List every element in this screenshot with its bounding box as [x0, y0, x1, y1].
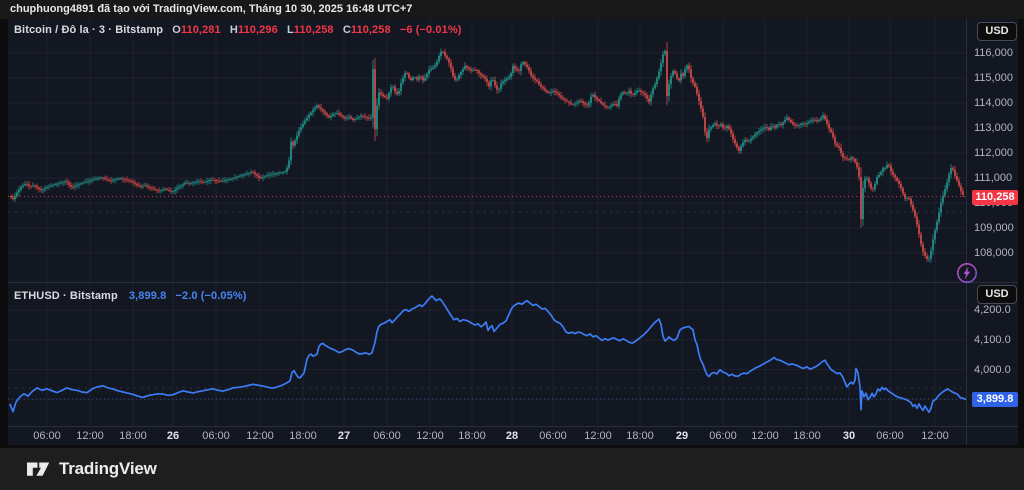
time-axis-label: 27 [337, 430, 351, 442]
btc-high-value: 110,296 [237, 24, 278, 36]
btc-change: −6 (−0.01%) [399, 24, 462, 36]
btc-legend: Bitcoin / Đô la · 3 · Bitstamp O110,281 … [14, 24, 462, 36]
eth-symbol-title: ETHUSD · Bitstamp [14, 290, 118, 302]
price-axis-separator [966, 19, 967, 445]
boost-bolt-icon[interactable] [955, 261, 979, 285]
time-axis-label: 18:00 [458, 430, 486, 442]
btc-low-value: 110,258 [293, 24, 334, 36]
time-axis-label: 06:00 [373, 430, 401, 442]
time-axis-label: 06:00 [33, 430, 61, 442]
time-axis-label: 12:00 [246, 430, 274, 442]
time-axis-label: 12:00 [416, 430, 444, 442]
chart-background[interactable] [8, 19, 1018, 445]
eth-currency-button[interactable]: USD [977, 285, 1017, 304]
eth-axis-label: 4,000.0 [974, 363, 1011, 376]
time-axis-label: 18:00 [793, 430, 821, 442]
btc-high-label: H [229, 24, 238, 36]
btc-axis-label: 114,000 [974, 97, 1013, 109]
eth-price-badge: 3,899.8 [972, 392, 1018, 407]
panel-separator[interactable] [8, 282, 1018, 283]
time-axis-label: 18:00 [626, 430, 654, 442]
btc-axis-label: 113,000 [974, 122, 1013, 134]
attribution-bar: chuphuong4891 đã tạo với TradingView.com… [0, 0, 1024, 19]
btc-axis-label: 112,000 [974, 147, 1013, 159]
btc-axis-label: 116,000 [974, 47, 1013, 59]
time-axis-label: 12:00 [921, 430, 949, 442]
tradingview-logo-icon[interactable] [26, 459, 51, 479]
btc-price-badge: 110,258 [972, 190, 1018, 205]
eth-axis-label: 4,200.0 [974, 304, 1011, 317]
time-axis-label: 06:00 [202, 430, 230, 442]
eth-change: −2.0 (−0.05%) [175, 290, 247, 302]
time-axis-separator [8, 426, 1018, 427]
btc-close-value: 110,258 [350, 24, 391, 36]
time-axis-label: 06:00 [539, 430, 567, 442]
time-axis-label: 06:00 [876, 430, 904, 442]
attribution-text: chuphuong4891 đã tạo với TradingView.com… [10, 3, 413, 15]
btc-symbol-title: Bitcoin / Đô la · 3 · Bitstamp [14, 24, 164, 36]
eth-legend: ETHUSD · Bitstamp 3,899.8 −2.0 (−0.05%) [14, 290, 247, 302]
btc-open-label: O [172, 24, 181, 36]
eth-axis-label: 4,100.0 [974, 333, 1011, 346]
time-axis-label: 26 [166, 430, 180, 442]
footer-bar: TradingView [0, 448, 1024, 490]
time-axis-label: 06:00 [709, 430, 737, 442]
time-axis-label: 12:00 [584, 430, 612, 442]
btc-low-label: L [286, 24, 294, 36]
eth-last-value: 3,899.8 [128, 290, 167, 302]
time-axis-label: 28 [505, 430, 519, 442]
btc-open-value: 110,281 [180, 24, 221, 36]
time-axis-label: 18:00 [289, 430, 317, 442]
btc-axis-label: 111,000 [974, 172, 1013, 184]
time-axis-label: 12:00 [76, 430, 104, 442]
btc-axis-label: 115,000 [974, 72, 1013, 84]
btc-close-label: C [342, 24, 351, 36]
time-axis-label: 18:00 [119, 430, 147, 442]
time-axis-label: 29 [675, 430, 689, 442]
time-axis-label: 12:00 [751, 430, 779, 442]
btc-currency-button[interactable]: USD [977, 22, 1017, 41]
time-axis-label: 30 [842, 430, 856, 442]
tradingview-wordmark[interactable]: TradingView [59, 459, 157, 478]
btc-axis-label: 108,000 [974, 247, 1014, 259]
btc-axis-label: 109,000 [974, 222, 1014, 234]
